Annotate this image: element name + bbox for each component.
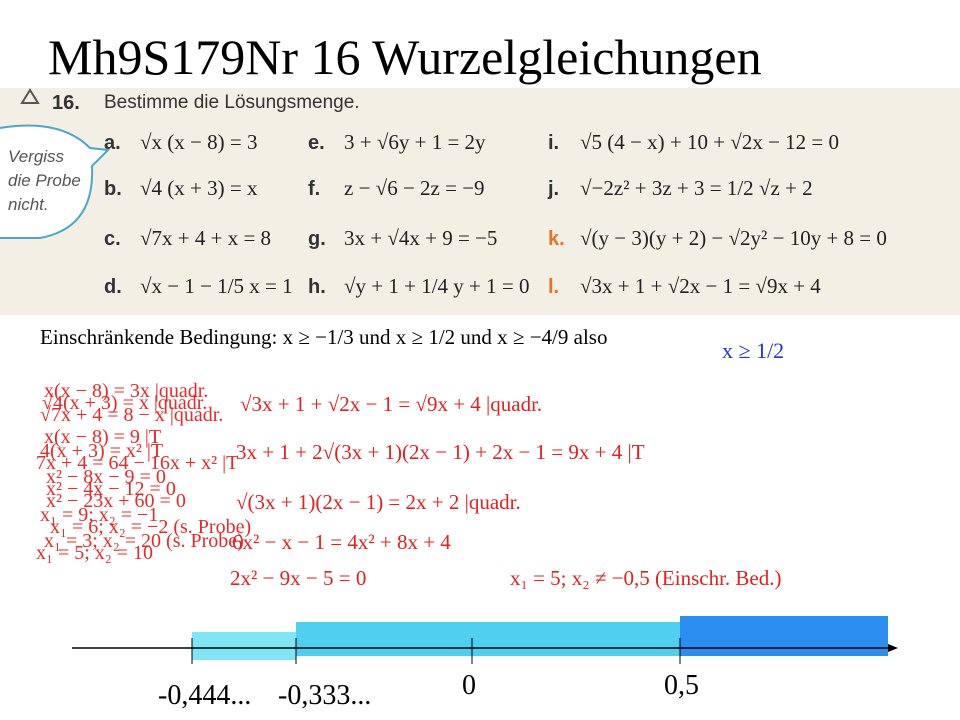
- item-equation: √x − 1 − 1/5 x = 1: [140, 274, 293, 298]
- item-equation: √(y − 3)(y + 2) − √2y² − 10y + 8 = 0: [580, 226, 887, 250]
- note-bubble: [0, 88, 111, 239]
- exercise-number: 16.: [52, 92, 80, 114]
- item-letter: h.: [308, 276, 326, 298]
- solution-line: 6x² − x − 1 = 4x² + 8x + 4: [232, 530, 451, 554]
- item-letter: g.: [308, 228, 326, 250]
- item-equation: √3x + 1 + √2x − 1 = √9x + 4: [580, 274, 821, 298]
- solution-line: x₁ = 5; x₂ ≠ −0,5 (Einschr. Bed.): [510, 566, 782, 590]
- solution-line: 2x² − 9x − 5 = 0: [230, 566, 367, 590]
- earlier-work: √4(x + 3) = x |quadr.: [42, 392, 208, 414]
- note-line: die Probe: [8, 171, 81, 190]
- condition: Einschränkende Bedingung: x ≥ −1/3 und x…: [40, 325, 608, 349]
- item-letter: f.: [308, 178, 321, 200]
- earlier-work: x₁ = 5; x₂ = 10: [36, 542, 154, 564]
- item-equation: √x (x − 8) = 3: [140, 130, 258, 154]
- item-letter: i.: [548, 132, 560, 154]
- earlier-work: x(x − 8) = 9 |T: [44, 426, 162, 448]
- earlier-work: 4(x + 3) = x² |T: [40, 440, 164, 462]
- item-equation: 3x + √4x + 9 = −5: [344, 226, 498, 250]
- note-line: nicht.: [8, 195, 49, 214]
- solution-line: √(3x + 1)(2x − 1) = 2x + 2 |quadr.: [236, 490, 521, 514]
- item-equation: √5 (4 − x) + 10 + √2x − 12 = 0: [580, 130, 840, 154]
- item-letter: d.: [104, 276, 122, 298]
- item-letter: a.: [104, 132, 121, 154]
- item-equation: 3 + √6y + 1 = 2y: [344, 130, 486, 154]
- note-line: Vergiss: [8, 147, 65, 166]
- earlier-work: x(x − 8) = 3x |quadr.: [44, 380, 209, 402]
- exercise-box: 16. Bestimme die Lösungsmenge. Vergiss d…: [0, 88, 960, 315]
- item-equation: √−2z² + 3z + 3 = 1/2 √z + 2: [580, 176, 813, 200]
- title: Mh9S179Nr 16 Wurzelgleichungen: [48, 29, 762, 85]
- item-letter: e.: [308, 132, 325, 154]
- number-label: 0,5: [664, 670, 699, 701]
- item-equation: √7x + 4 + x = 8: [140, 226, 272, 250]
- item-letter: c.: [104, 228, 121, 250]
- item-equation: √4 (x + 3) = x: [140, 176, 258, 200]
- earlier-work: x² − 23x + 60 = 0: [46, 490, 186, 512]
- item-equation: √y + 1 + 1/4 y + 1 = 0: [344, 274, 530, 298]
- solution-line: √3x + 1 + √2x − 1 = √9x + 4 |quadr.: [240, 392, 543, 416]
- item-letter: l.: [548, 276, 560, 298]
- item-letter: k.: [548, 228, 565, 250]
- number-label: -0,333...: [278, 680, 372, 711]
- instruction: Bestimme die Lösungsmenge.: [104, 92, 360, 113]
- earlier-work: x₁ = 3; x₂ = 20 (s. Probe): [44, 530, 244, 552]
- earlier-work: x² − 4x − 12 = 0: [46, 478, 176, 500]
- earlier-work: x₁ = 6; x₂ = −2 (s. Probe): [50, 516, 252, 538]
- number-line: [72, 616, 898, 664]
- condition-result: x ≥ 1/2: [722, 338, 785, 363]
- item-equation: z − √6 − 2z = −9: [344, 176, 485, 200]
- earlier-work: x² − 8x − 9 = 0: [46, 466, 166, 488]
- item-letter: j.: [548, 178, 560, 200]
- solution-line: 3x + 1 + 2√(3x + 1)(2x − 1) + 2x − 1 = 9…: [236, 440, 645, 464]
- number-label: -0,444...: [158, 680, 252, 711]
- earlier-work: √7x + 4 = 8 − x |quadr.: [40, 404, 224, 426]
- earlier-work: x₁ = 9; x₂ = −1: [40, 504, 159, 526]
- earlier-work: 7x + 4 = 64 − 16x + x² |T: [36, 452, 239, 474]
- number-label: 0: [462, 670, 476, 701]
- item-letter: b.: [104, 178, 122, 200]
